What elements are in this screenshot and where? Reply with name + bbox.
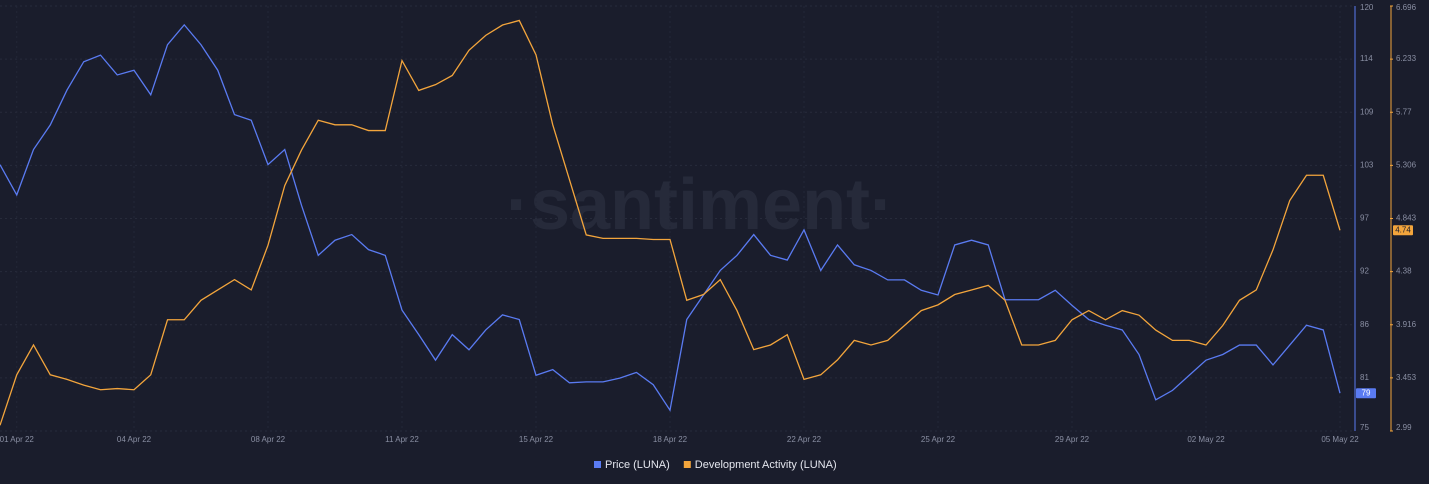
y2-tick-label: 5.306 [1396,160,1417,169]
y-tick-label: 97 [1360,214,1369,223]
last-value-label: 79 [1362,388,1371,397]
y2-tick-label: 6.696 [1396,3,1417,12]
y-tick-label: 75 [1360,423,1369,432]
x-tick-label: 25 Apr 22 [921,435,956,444]
y-tick-label: 92 [1360,267,1369,276]
y-tick-label: 81 [1360,373,1369,382]
y-tick-label: 120 [1360,3,1374,12]
y2-tick-label: 5.77 [1396,107,1412,116]
legend-swatch [683,461,691,468]
last-value-badge [1356,388,1376,399]
x-tick-label: 04 Apr 22 [117,435,152,444]
watermark: ·santiment· [506,165,894,245]
y2-tick-label: 2.99 [1396,423,1412,432]
x-tick-label: 02 May 22 [1187,435,1225,444]
legend-swatch [594,461,601,468]
y2-tick-label: 4.843 [1396,214,1417,223]
x-tick-label: 29 Apr 22 [1055,435,1090,444]
x-tick-label: 15 Apr 22 [519,435,554,444]
legend-label: Price (LUNA) [605,459,670,471]
y-tick-label: 114 [1360,54,1373,63]
y-tick-label: 86 [1360,320,1369,329]
y-tick-label: 103 [1360,160,1374,169]
x-tick-label: 08 Apr 22 [251,435,286,444]
last-value-label: 4.74 [1395,225,1411,234]
y-tick-label: 109 [1360,107,1374,116]
y2-tick-label: 4.38 [1396,267,1412,276]
series-line [0,19,1341,426]
y2-tick-label: 6.233 [1396,54,1417,63]
x-tick-label: 05 May 22 [1321,435,1359,444]
last-value-badge [1393,225,1413,236]
x-tick-label: 01 Apr 22 [0,435,34,444]
legend-label: Development Activity (LUNA) [695,459,837,471]
y2-tick-label: 3.916 [1396,320,1417,329]
series-line [0,23,1341,412]
y2-tick-label: 3.453 [1396,373,1417,382]
x-tick-label: 18 Apr 22 [653,435,688,444]
x-tick-label: 11 Apr 22 [385,435,419,444]
x-tick-label: 22 Apr 22 [787,435,822,444]
